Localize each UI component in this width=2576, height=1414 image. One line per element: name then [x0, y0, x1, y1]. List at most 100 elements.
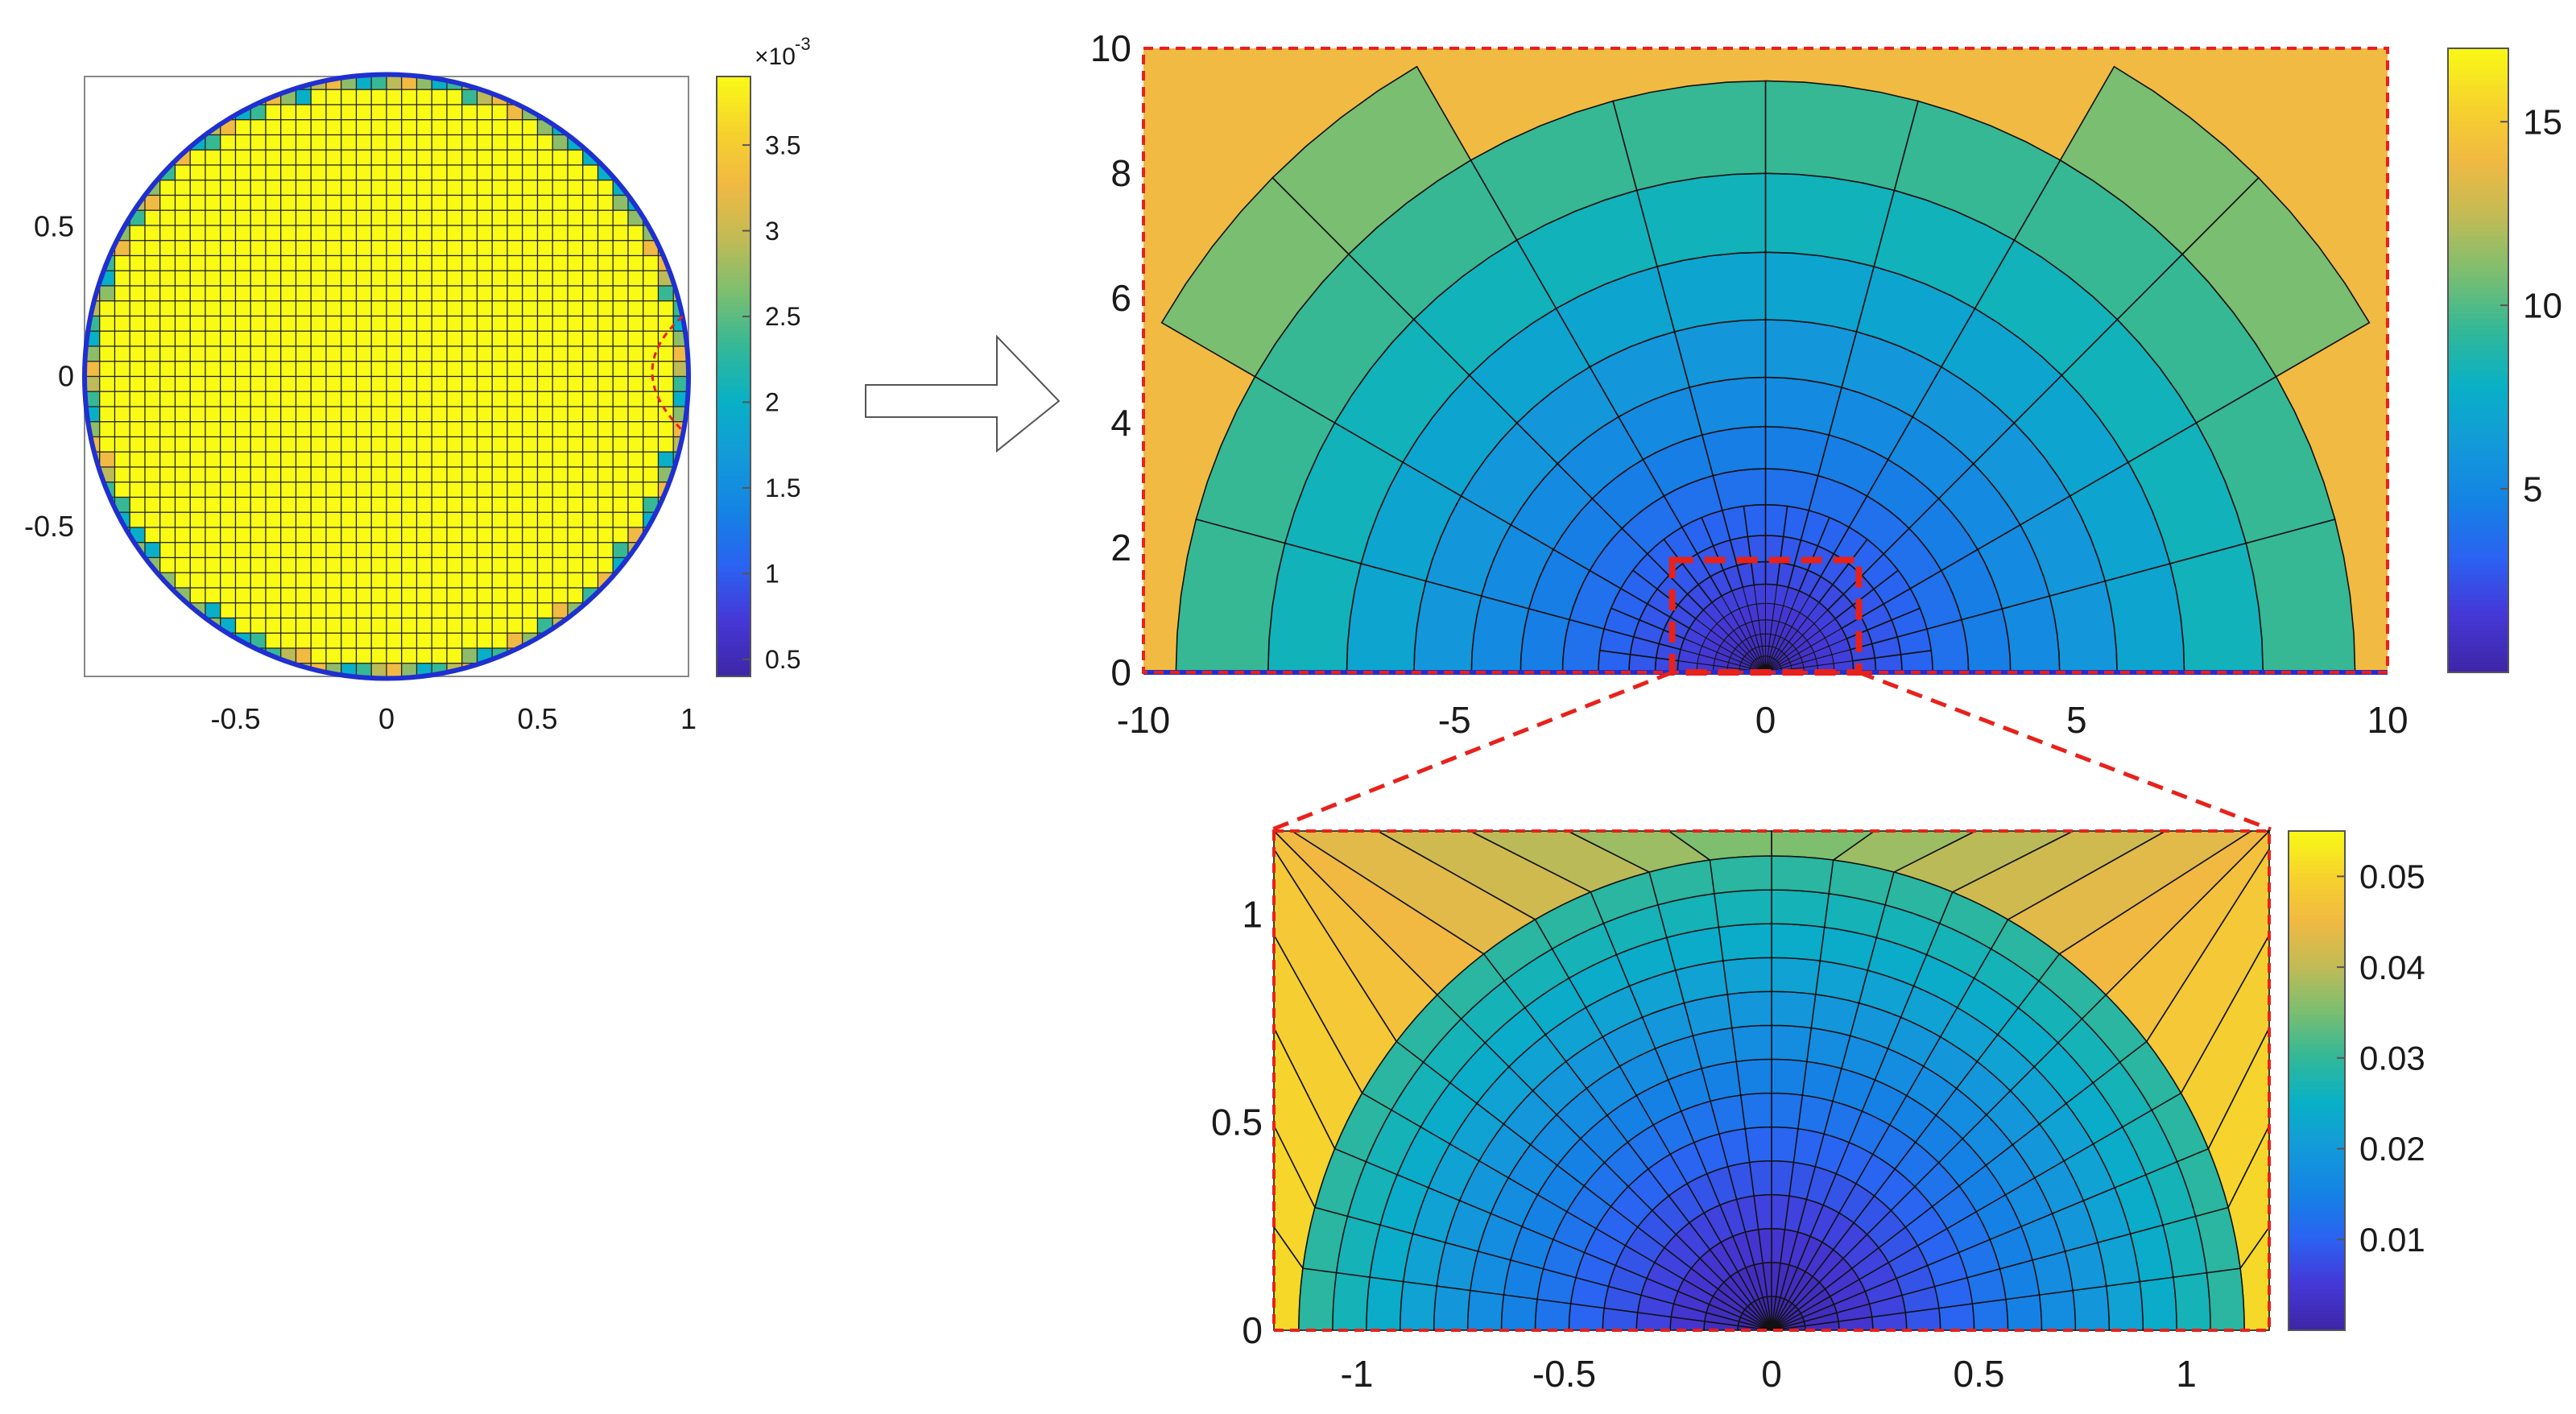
colorbar-segment [2289, 1267, 2345, 1273]
mesh-cell [476, 134, 493, 151]
colorbar-segment [717, 291, 750, 297]
mesh-cell [1602, 1307, 1639, 1331]
mesh-cell [431, 632, 448, 649]
mesh-cell [220, 330, 237, 347]
mesh-cell [612, 330, 629, 347]
mesh-cell [325, 134, 342, 151]
mesh-cell [491, 315, 508, 332]
mesh-cell [1298, 1267, 1338, 1331]
mesh-cell [491, 209, 508, 226]
mesh-cell [431, 406, 448, 423]
colorbar-segment [2289, 1135, 2345, 1140]
mesh-cell [220, 466, 237, 483]
mesh-cell [370, 164, 387, 181]
mesh-cell [295, 254, 312, 271]
mesh-cell [370, 542, 387, 559]
mesh-cell [552, 587, 569, 604]
mesh-cell [431, 104, 448, 121]
mesh-cell [522, 451, 539, 468]
mesh-cell [1656, 251, 1767, 333]
mesh-cell [522, 315, 539, 332]
colorbar-segment [2448, 432, 2508, 440]
circle-colorbar-ticks: 3.532.521.510.5 [742, 130, 800, 674]
y-tick-label: 0 [1110, 651, 1131, 693]
mesh-cell [582, 406, 599, 423]
mesh-cell [567, 436, 584, 453]
mesh-cell [325, 149, 342, 166]
colorbar-segment [717, 186, 750, 192]
mesh-cell [416, 361, 432, 378]
mesh-cell [386, 451, 403, 468]
mesh-cell [567, 527, 584, 544]
colorbar-segment [717, 621, 750, 627]
mesh-cell [401, 164, 418, 181]
mesh-cell [1175, 518, 1286, 673]
mesh-cell [627, 511, 644, 528]
colorbar-segment [2289, 1230, 2345, 1235]
mesh-cell [189, 496, 206, 513]
mesh-cell [370, 632, 387, 649]
colorbar-segment [717, 286, 750, 292]
colorbar-segment [717, 271, 750, 278]
mesh-cell [1722, 957, 1772, 995]
mesh-cell [491, 240, 508, 257]
mesh-cell [507, 134, 523, 151]
mesh-cell [491, 330, 508, 347]
mesh-cell [461, 180, 478, 196]
mesh-cell [250, 527, 267, 544]
mesh-cell [1568, 1303, 1605, 1331]
mesh-cell [280, 482, 297, 498]
zoom-colorbar-ticks: 0.050.040.030.020.01 [2337, 858, 2425, 1259]
mesh-cell [401, 451, 418, 468]
mesh-cell [341, 421, 358, 438]
mesh-cell [431, 647, 448, 664]
mesh-cell [446, 602, 463, 619]
mesh-cell [446, 572, 463, 589]
colorbar-segment [2289, 1280, 2345, 1285]
mesh-cell [401, 300, 418, 317]
mesh-cell [507, 466, 523, 483]
colorbar-segment [2448, 584, 2508, 590]
mesh-cell [491, 391, 508, 407]
colorbar-segment [717, 296, 750, 303]
colorbar-segment [2289, 993, 2345, 998]
mesh-cell [522, 254, 539, 271]
mesh-cell [386, 330, 403, 347]
mesh-cell [159, 194, 176, 211]
mesh-cell [250, 556, 267, 573]
mesh-cell [567, 451, 584, 468]
mesh-cell [461, 451, 478, 468]
mesh-cell [536, 466, 553, 483]
mesh-cell [643, 466, 660, 483]
mesh-cell [325, 345, 342, 362]
mesh-cell [144, 466, 161, 483]
colorbar-segment [2289, 1106, 2345, 1110]
colorbar-segment [2448, 443, 2508, 450]
mesh-cell [370, 254, 387, 271]
mesh-cell [522, 482, 539, 498]
mesh-cell [401, 240, 418, 257]
colorbar-segment [2289, 1010, 2345, 1015]
colorbar-segment [717, 151, 750, 158]
colorbar-segment [2289, 985, 2345, 990]
colorbar-segment [2289, 1081, 2345, 1085]
mesh-cell [205, 406, 221, 423]
mesh-cell [1764, 319, 1858, 388]
mesh-cell [355, 436, 372, 453]
mesh-cell [370, 451, 387, 468]
mesh-cell [461, 315, 478, 332]
mesh-cell [174, 285, 191, 302]
mesh-cell [416, 149, 432, 166]
mesh-cell [355, 180, 372, 196]
mesh-cell [355, 119, 372, 136]
mesh-cell [507, 421, 523, 438]
mesh-cell [582, 511, 599, 528]
colorbar-segment [2448, 599, 2508, 606]
mesh-cell [386, 194, 403, 211]
mesh-cell [476, 527, 493, 544]
mesh-cell [416, 451, 432, 468]
mesh-cell [159, 406, 176, 423]
colorbar-segment [2448, 391, 2508, 398]
mesh-cell [205, 345, 221, 362]
